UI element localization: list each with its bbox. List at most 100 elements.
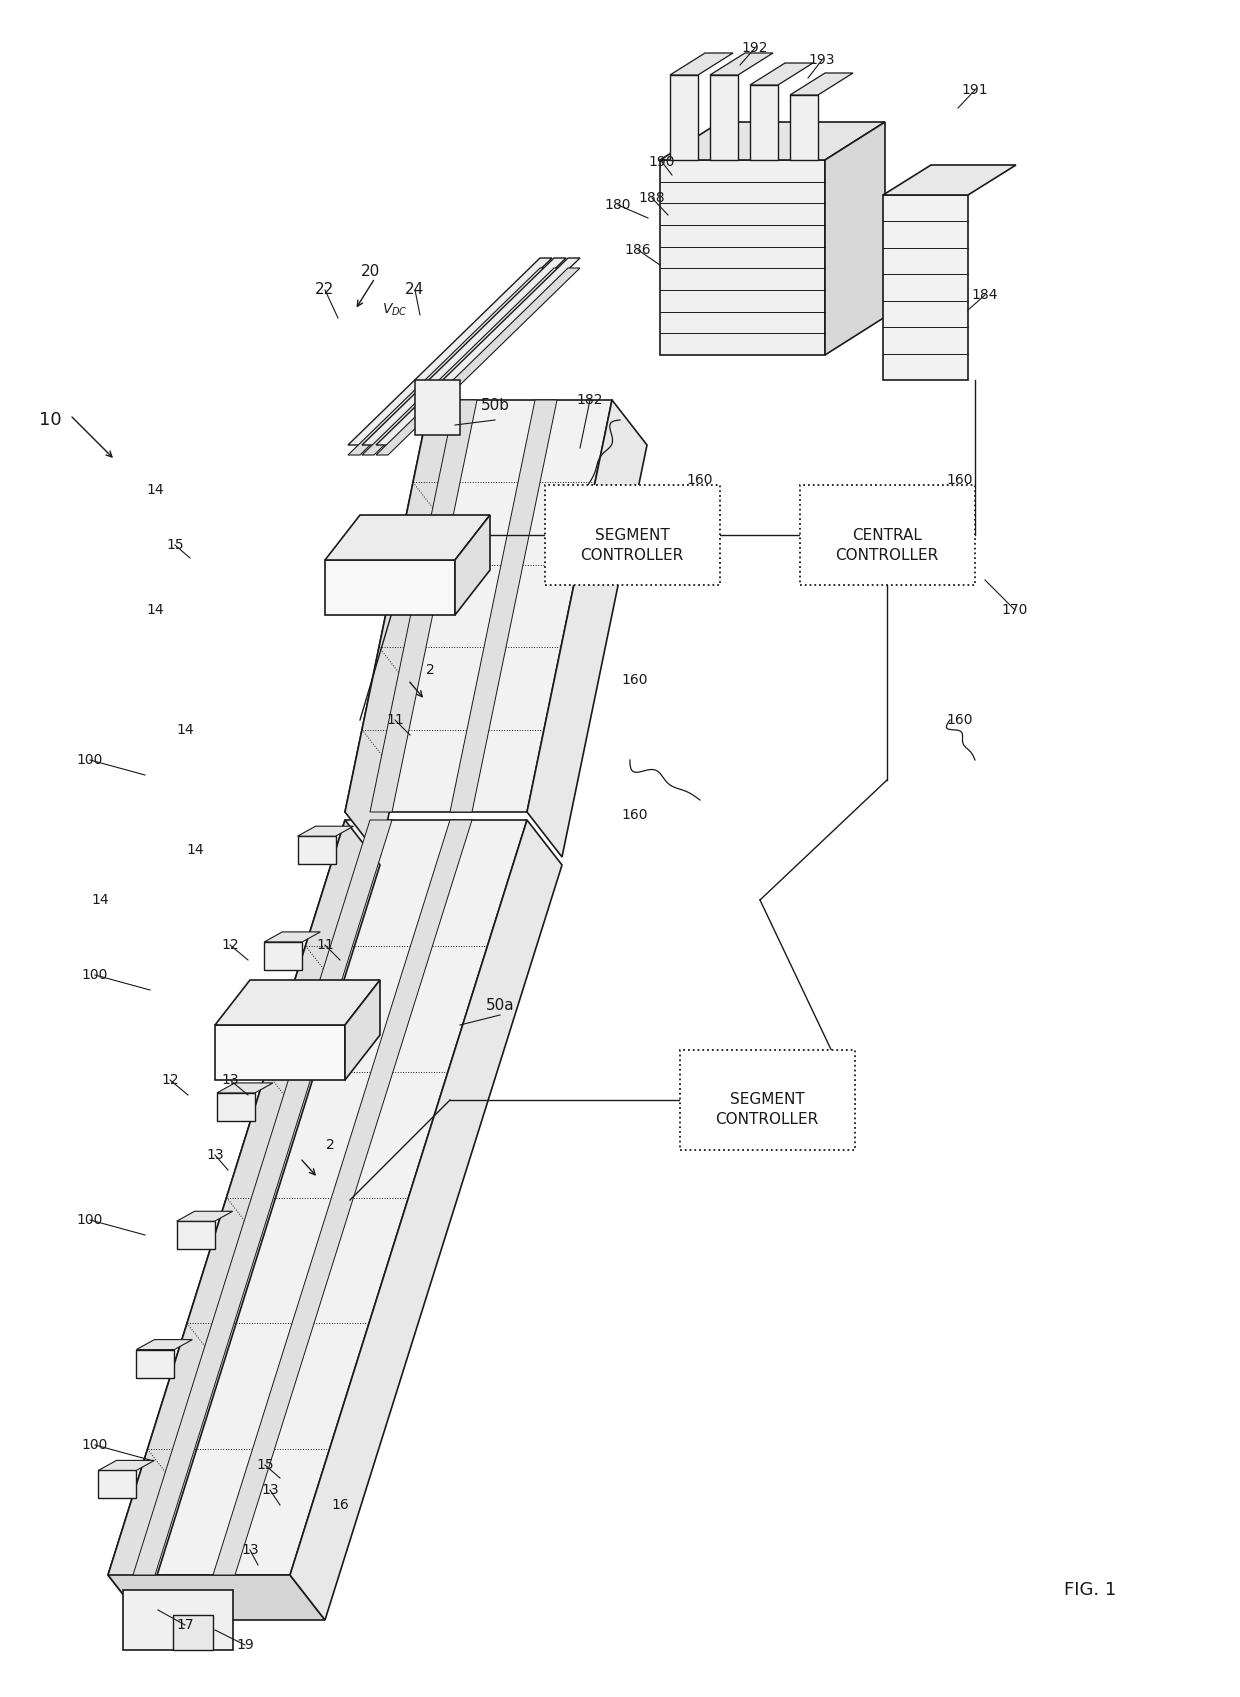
Text: 160: 160 [947, 713, 973, 726]
Polygon shape [345, 979, 379, 1079]
Text: 12: 12 [221, 938, 239, 952]
Polygon shape [750, 63, 813, 85]
Text: 160: 160 [621, 808, 649, 821]
Polygon shape [264, 932, 320, 942]
Polygon shape [136, 1349, 175, 1378]
Text: 15: 15 [257, 1458, 274, 1471]
Polygon shape [660, 122, 885, 160]
Text: 14: 14 [146, 602, 164, 618]
Polygon shape [825, 122, 885, 355]
Text: 14: 14 [92, 893, 109, 906]
Polygon shape [670, 53, 733, 75]
Polygon shape [176, 1222, 215, 1249]
Text: 160: 160 [621, 674, 649, 687]
Text: 13: 13 [206, 1147, 223, 1162]
Text: 11: 11 [386, 713, 404, 726]
Text: 191: 191 [962, 83, 988, 97]
Polygon shape [108, 1575, 325, 1621]
Polygon shape [750, 85, 777, 160]
Polygon shape [108, 820, 379, 1621]
Text: CONTROLLER: CONTROLLER [715, 1113, 818, 1127]
Polygon shape [362, 258, 565, 445]
Text: 14: 14 [146, 484, 164, 497]
Polygon shape [711, 53, 773, 75]
Polygon shape [108, 820, 527, 1575]
Text: SEGMENT: SEGMENT [729, 1093, 805, 1108]
Text: 2: 2 [326, 1139, 335, 1152]
Bar [680, 1050, 856, 1151]
Text: 14: 14 [186, 843, 203, 857]
Text: 50b: 50b [481, 397, 510, 412]
Polygon shape [298, 837, 336, 864]
Text: 182: 182 [577, 394, 603, 407]
Polygon shape [527, 400, 647, 857]
Polygon shape [376, 258, 580, 445]
Text: 100: 100 [77, 1213, 103, 1227]
Polygon shape [660, 160, 825, 355]
Polygon shape [670, 75, 698, 160]
Polygon shape [362, 268, 565, 455]
Text: 193: 193 [808, 53, 836, 66]
Text: 24: 24 [405, 282, 424, 297]
Bar [800, 485, 975, 585]
Polygon shape [298, 826, 353, 837]
Text: SEGMENT: SEGMENT [595, 528, 670, 543]
Text: 16: 16 [331, 1498, 348, 1512]
Text: 100: 100 [82, 967, 108, 983]
Text: 100: 100 [82, 1437, 108, 1453]
Polygon shape [883, 195, 968, 380]
Polygon shape [790, 73, 853, 95]
Polygon shape [215, 1025, 345, 1079]
Polygon shape [290, 820, 562, 1621]
Text: 192: 192 [742, 41, 769, 54]
Polygon shape [415, 380, 460, 434]
Polygon shape [790, 95, 818, 160]
Polygon shape [325, 514, 490, 560]
Text: 14: 14 [176, 723, 193, 736]
Polygon shape [345, 400, 613, 811]
Text: 160: 160 [687, 473, 713, 487]
Polygon shape [370, 400, 477, 811]
Text: CENTRAL: CENTRAL [852, 528, 921, 543]
Polygon shape [98, 1470, 136, 1498]
Polygon shape [174, 1616, 213, 1649]
Text: 15: 15 [166, 538, 184, 552]
Polygon shape [345, 400, 465, 857]
Polygon shape [217, 1083, 273, 1093]
Polygon shape [123, 1590, 233, 1649]
Polygon shape [711, 75, 738, 160]
Text: FIG. 1: FIG. 1 [1064, 1582, 1116, 1599]
Polygon shape [136, 1339, 192, 1349]
Polygon shape [376, 268, 580, 455]
Text: CONTROLLER: CONTROLLER [580, 548, 683, 562]
Text: 100: 100 [77, 753, 103, 767]
Text: 160: 160 [947, 473, 973, 487]
Text: 12: 12 [161, 1073, 179, 1088]
Text: 22: 22 [315, 282, 335, 297]
Text: $V_{DC}$: $V_{DC}$ [382, 302, 408, 319]
Bar [546, 485, 720, 585]
Text: 17: 17 [176, 1617, 193, 1633]
Text: 170: 170 [1002, 602, 1028, 618]
Polygon shape [213, 820, 472, 1575]
Text: 10: 10 [38, 411, 61, 429]
Text: CONTROLLER: CONTROLLER [836, 548, 939, 562]
Polygon shape [176, 1212, 233, 1222]
Text: 190: 190 [649, 154, 676, 170]
Text: 13: 13 [242, 1543, 259, 1558]
Polygon shape [264, 942, 303, 971]
Polygon shape [450, 400, 557, 811]
Text: 13: 13 [262, 1483, 279, 1497]
Text: 20: 20 [361, 265, 379, 280]
Polygon shape [133, 820, 392, 1575]
Text: 180: 180 [605, 199, 631, 212]
Polygon shape [883, 165, 1016, 195]
Text: 186: 186 [625, 243, 651, 256]
Text: 13: 13 [221, 1073, 239, 1088]
Polygon shape [215, 979, 379, 1025]
Text: 184: 184 [972, 288, 998, 302]
Text: 188: 188 [639, 192, 666, 205]
Polygon shape [98, 1461, 155, 1470]
Polygon shape [348, 258, 552, 445]
Text: 19: 19 [236, 1638, 254, 1651]
